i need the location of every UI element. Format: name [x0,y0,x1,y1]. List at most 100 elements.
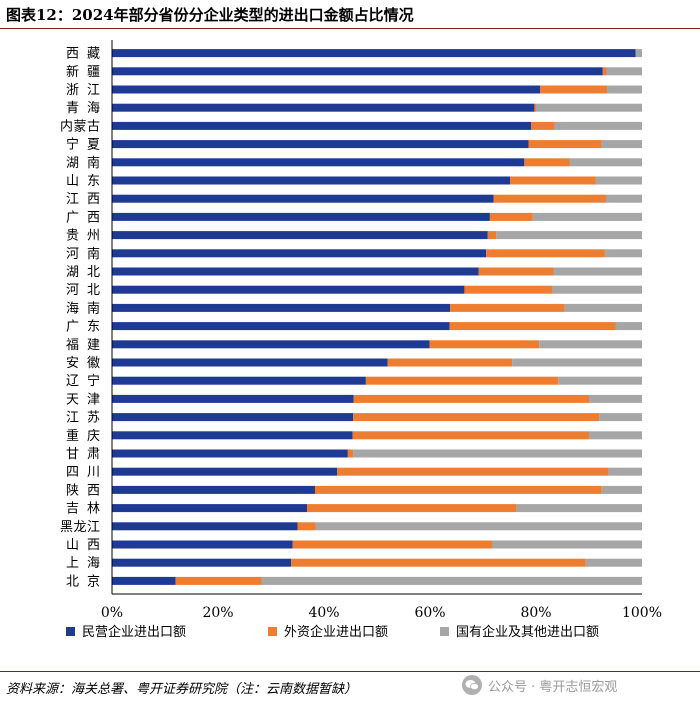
bar-segment [112,249,487,258]
bar-segment [112,340,430,349]
bottom-divider [0,671,700,672]
bar-segment [307,504,517,513]
category-label: 山西 [66,538,100,553]
bar-segment [112,103,535,112]
bar-segment [112,449,348,458]
bar-segment [112,267,479,276]
category-label: 宁夏 [66,137,100,153]
bar-segment [599,413,642,422]
bar-segment [112,322,450,331]
bar-segment [607,85,642,94]
bar-segment [112,212,490,221]
bar-segment [602,67,607,76]
bar-segment [112,176,511,185]
x-tick-labels: 0% 20% 40% 60% 80% 100% [101,605,662,621]
watermark: 公众号 · 粤开志恒宏观 [462,672,617,698]
bar-segment [464,285,553,294]
bar-segment [112,376,366,385]
category-label: 广西 [66,210,100,225]
bar-segment [516,504,642,513]
bar-segment [112,540,293,549]
bar-segment [601,485,642,494]
bar-segment [496,231,642,240]
x-tick-label: 100% [622,605,662,621]
bar-segment [112,394,354,403]
bar-segment [387,358,513,367]
category-label: 江苏 [66,410,100,426]
bar-segment [297,522,316,531]
bar-segment [492,540,642,549]
bar-segment [175,576,262,585]
bar-segment [478,267,554,276]
bar-segment [564,303,642,312]
bar-segment [489,212,533,221]
bar-segment [112,121,532,130]
bar-segment [449,322,616,331]
category-label: 天津 [66,392,100,407]
category-label: 湖南 [66,155,100,171]
category-label: 四川 [66,465,100,480]
bar-segment [352,431,589,440]
x-tick-label: 0% [101,605,123,621]
bar-segment [353,394,589,403]
bar-segment [429,340,540,349]
category-label: 江西 [66,192,100,207]
bar-segment [606,67,642,76]
bar-segment [353,413,600,422]
bar-segment [512,358,642,367]
category-label: 青海 [66,101,100,116]
bar-segment [314,485,602,494]
legend-swatch [66,627,75,636]
bar-segment [112,140,529,149]
bar-segment [552,285,642,294]
bar-segment [553,267,642,276]
bar-segment [112,303,451,312]
bar-segment [615,322,642,331]
bar-segment [112,158,525,167]
bar-segment [291,558,586,567]
bar-segment [365,376,559,385]
category-label: 陕西 [66,483,100,498]
bar-segment [635,49,642,58]
bar-segment [112,558,292,567]
bar-segment [493,194,606,203]
legend-swatch [440,627,449,636]
bar-segment [112,485,315,494]
bar-segment [528,140,602,149]
bar-segment [569,158,642,167]
category-label: 山东 [66,174,100,189]
category-label: 甘肃 [66,447,100,462]
bar-segment [558,376,642,385]
bar-segment [531,121,555,130]
bar-segment [112,194,494,203]
category-label: 浙江 [66,83,100,98]
bar-segment [601,140,642,149]
bar-segment [510,176,596,185]
bar-segment [112,285,465,294]
x-tick-label: 60% [414,605,445,621]
bar-segment [487,231,497,240]
bar-segment [112,231,488,240]
category-label: 贵州 [66,229,100,244]
bar-segment [112,413,354,422]
bar-segment [112,358,388,367]
category-label: 黑龙江 [60,520,100,535]
bar-segment [112,431,353,440]
bar-segment [536,103,642,112]
bar-segment [112,467,338,476]
category-label: 海南 [66,300,100,316]
bar-segment [292,540,493,549]
bar-segment [112,522,298,531]
wechat-icon [462,675,482,695]
bar-segment [589,394,642,403]
bar-segment [539,340,642,349]
bar-segment [112,49,636,58]
bar-segment [112,67,603,76]
bar-segment [532,212,642,221]
category-labels: 西藏新疆浙江青海内蒙古宁夏湖南山东江西广西贵州河南湖北河北海南广东福建安徽辽宁天… [60,47,100,590]
bar-segment [261,576,642,585]
category-label: 湖北 [66,265,100,280]
category-label: 河南 [66,246,100,262]
category-label: 广东 [66,320,100,335]
bar-segment [450,303,565,312]
